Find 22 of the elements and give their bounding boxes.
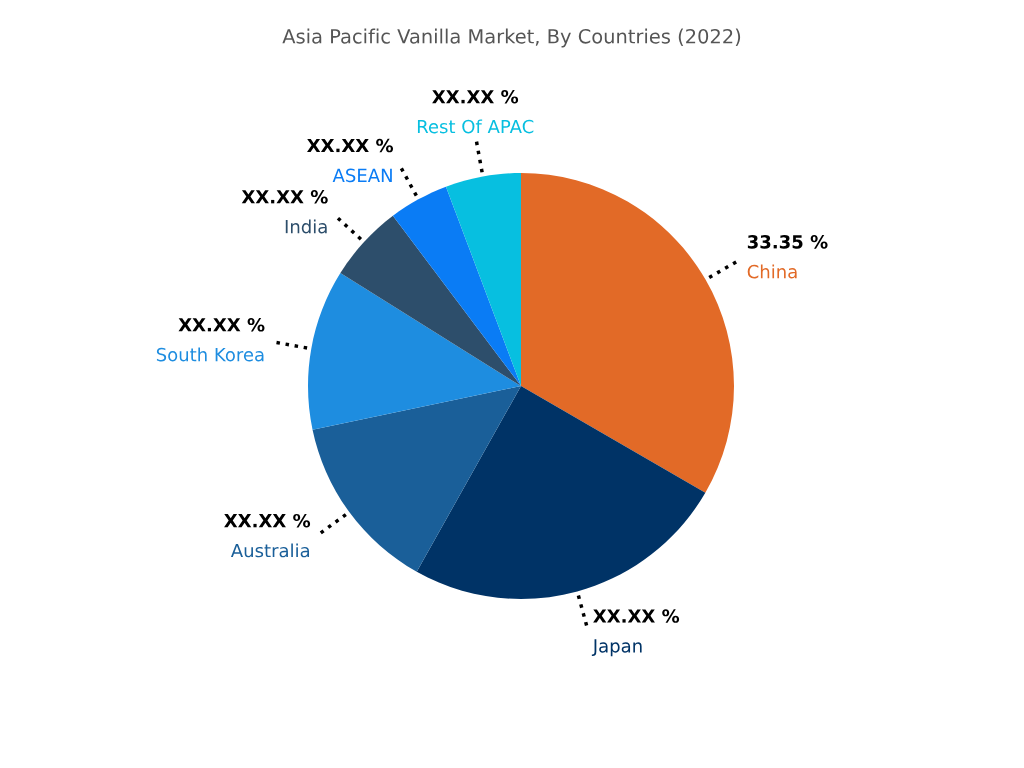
data-label: XX.XX %: [224, 513, 311, 528]
pie-slice: [445, 173, 521, 386]
pie-slice: [521, 173, 734, 493]
slice-label: ASEAN: [332, 168, 392, 183]
slice-label: Australia: [230, 543, 310, 558]
pie-slice: [312, 386, 521, 572]
data-label: XX.XX %: [432, 89, 519, 104]
slice-label: South Korea: [156, 347, 264, 362]
data-label: XX.XX %: [307, 138, 394, 153]
slice-label: Japan: [591, 639, 642, 657]
chart-title: Asia Pacific Vanilla Market, By Countries (2022): [282, 28, 741, 48]
pie-slice: [416, 386, 706, 599]
pie-slice: [392, 186, 521, 386]
data-label: 33.35 %: [747, 234, 828, 249]
pie-slice: [340, 215, 521, 386]
data-label: XX.XX %: [241, 189, 328, 204]
pie-slice: [308, 273, 521, 430]
data-label: XX.XX %: [593, 609, 680, 623]
data-label: XX.XX %: [178, 317, 265, 332]
slice-label: India: [285, 219, 327, 234]
slice-label: Rest Of APAC: [417, 119, 534, 134]
slice-label: China: [747, 264, 797, 279]
